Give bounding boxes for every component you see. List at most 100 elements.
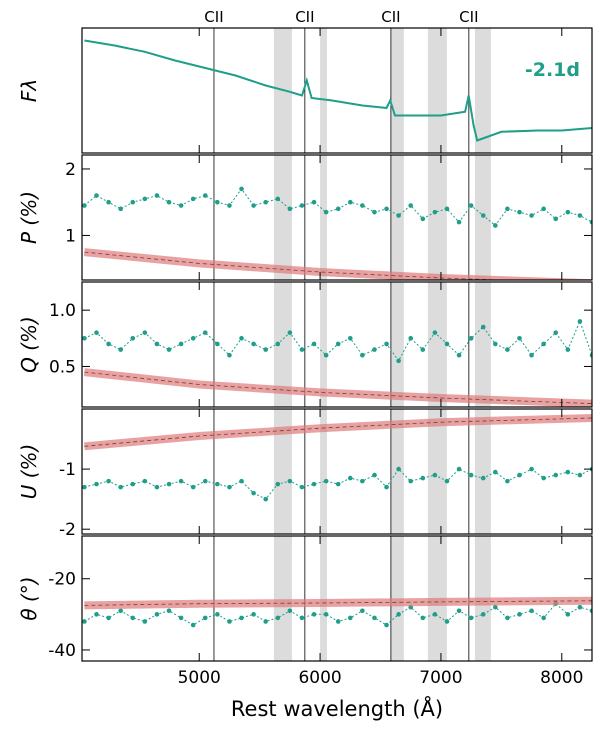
- data-point: [347, 199, 353, 205]
- data-point: [372, 615, 377, 621]
- data-point: [130, 481, 136, 487]
- isp-band: [84, 248, 592, 280]
- data-point: [493, 223, 498, 228]
- data-point: [384, 622, 389, 628]
- data-point: [335, 206, 341, 212]
- data-point: [480, 612, 486, 617]
- data-point: [372, 209, 377, 215]
- data-point: [408, 203, 414, 208]
- data-point: [444, 341, 450, 347]
- data-point: [493, 469, 498, 475]
- isp-center: [84, 417, 592, 447]
- data-point: [118, 484, 123, 490]
- data-point: [335, 481, 341, 487]
- x-tick-label: 5000: [178, 668, 221, 688]
- panel-frame: [81, 535, 593, 662]
- data-point: [577, 604, 583, 610]
- panel: [82, 409, 592, 534]
- isp-band: [84, 414, 592, 451]
- shaded-region: [474, 282, 491, 407]
- data-point: [384, 206, 389, 212]
- x-axis-label: Rest wavelength (Å): [231, 695, 443, 721]
- data-point: [360, 478, 365, 484]
- data-point: [142, 619, 148, 624]
- data-point: [396, 213, 401, 218]
- isp-center: [84, 600, 592, 606]
- data-point: [456, 219, 462, 225]
- data-point: [517, 612, 522, 617]
- x-tick-label: 7000: [419, 668, 462, 688]
- line-label: CII: [204, 8, 223, 26]
- data-point: [82, 203, 87, 208]
- data-point: [468, 203, 474, 208]
- data-point: [166, 199, 172, 205]
- x-tick-label: 6000: [298, 668, 341, 688]
- shaded-region: [427, 282, 447, 407]
- line-label: CII: [381, 8, 400, 26]
- data-point: [227, 352, 232, 358]
- data-point: [118, 206, 123, 212]
- shaded-region: [320, 536, 327, 661]
- data-point: [480, 475, 486, 481]
- data-line: [84, 320, 592, 362]
- data-point: [287, 608, 293, 614]
- data-point: [154, 612, 160, 617]
- panel: [82, 155, 592, 280]
- data-point: [130, 199, 136, 205]
- shaded-region: [390, 155, 404, 280]
- data-point: [130, 615, 136, 621]
- data-point: [190, 622, 196, 628]
- data-point: [263, 347, 268, 352]
- data-point: [215, 341, 220, 347]
- data-point: [323, 209, 329, 215]
- data-point: [505, 478, 510, 484]
- y-tick-label: -1: [59, 460, 76, 480]
- data-point: [432, 209, 438, 215]
- data-point: [456, 352, 462, 358]
- shaded-region: [273, 409, 292, 534]
- data-point: [529, 608, 534, 614]
- data-point: [215, 481, 220, 487]
- panel: [82, 282, 592, 407]
- data-point: [166, 347, 172, 352]
- y-tick-label: 0.5: [49, 357, 76, 377]
- data-point: [299, 615, 305, 621]
- data-point: [287, 330, 293, 335]
- y-tick-label: 2: [65, 160, 76, 180]
- shaded-region: [320, 409, 327, 534]
- data-point: [493, 341, 498, 347]
- data-point: [239, 336, 244, 341]
- data-point: [118, 608, 123, 614]
- data-point: [529, 213, 534, 218]
- data-point: [396, 358, 401, 364]
- panel-frame: [81, 408, 593, 535]
- data-point: [94, 612, 99, 617]
- data-point: [215, 199, 220, 205]
- shaded-region: [320, 282, 327, 407]
- x-tick-label: 8000: [540, 668, 583, 688]
- data-point: [106, 478, 111, 484]
- data-point: [251, 612, 256, 617]
- data-point: [323, 612, 329, 617]
- shaded-region: [390, 282, 404, 407]
- data-point: [420, 475, 426, 481]
- data-point: [517, 336, 522, 341]
- data-point: [82, 336, 87, 341]
- data-point: [335, 341, 341, 347]
- data-point: [275, 481, 281, 487]
- data-point: [432, 472, 438, 478]
- data-point: [432, 330, 438, 335]
- y-axis-label: θ (°): [17, 576, 41, 620]
- data-point: [468, 336, 474, 341]
- data-point: [372, 347, 377, 352]
- data-point: [215, 612, 220, 617]
- data-point: [311, 481, 317, 487]
- data-point: [541, 475, 546, 481]
- data-point: [299, 347, 305, 352]
- data-point: [106, 341, 111, 347]
- y-tick-label: 1.0: [49, 301, 76, 321]
- data-point: [456, 466, 462, 472]
- data-point: [529, 466, 534, 472]
- data-point: [311, 612, 317, 617]
- data-point: [287, 206, 293, 212]
